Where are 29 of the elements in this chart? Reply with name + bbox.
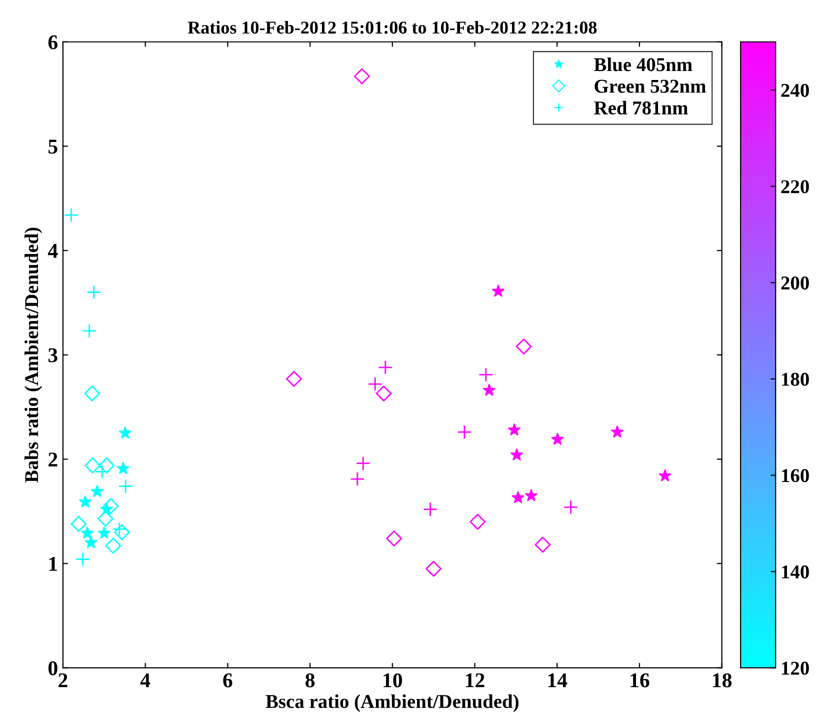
legend-label: Green 532nm (594, 80, 706, 93)
color-bar-label: 120 (782, 662, 809, 675)
color-bar-label: 180 (782, 372, 809, 386)
x-tick-label: 18 (713, 673, 732, 688)
color-bar-label: 200 (781, 276, 809, 290)
y-tick-label: 4 (48, 244, 58, 258)
y-tick-label: 3 (48, 348, 58, 362)
x-axis-title: Bsca ratio (Ambient/Denuded) (266, 694, 518, 712)
y-axis-title: Babs ratio (Ambient/Denuded) (24, 228, 42, 483)
x-tick-label: 16 (630, 673, 650, 688)
y-tick-label: 6 (48, 35, 58, 50)
x-tick-label: 12 (466, 673, 484, 688)
x-tick-label: 6 (223, 673, 232, 688)
chart-title: Ratios 10-Feb-2012 15:01:06 to 10-Feb-2012 22:21:08 (188, 21, 597, 34)
color-bar-label: 160 (782, 469, 809, 482)
legend-label: Red 781nm (594, 100, 688, 115)
y-tick-label: 5 (48, 140, 58, 154)
x-tick-label: 4 (140, 673, 150, 688)
y-tick-label: 0 (48, 661, 58, 676)
x-tick-label: 10 (384, 673, 402, 688)
color-bar-label: 220 (781, 180, 809, 194)
color-bar-label: 140 (782, 565, 809, 578)
x-tick-label: 2 (58, 673, 68, 688)
legend-label: Blue 405nm (594, 58, 692, 72)
x-tick-label: 8 (306, 673, 315, 688)
x-tick-label: 14 (548, 673, 568, 688)
y-tick-label: 1 (49, 556, 58, 571)
color-bar-label: 240 (781, 84, 809, 97)
y-tick-label: 2 (48, 452, 58, 466)
